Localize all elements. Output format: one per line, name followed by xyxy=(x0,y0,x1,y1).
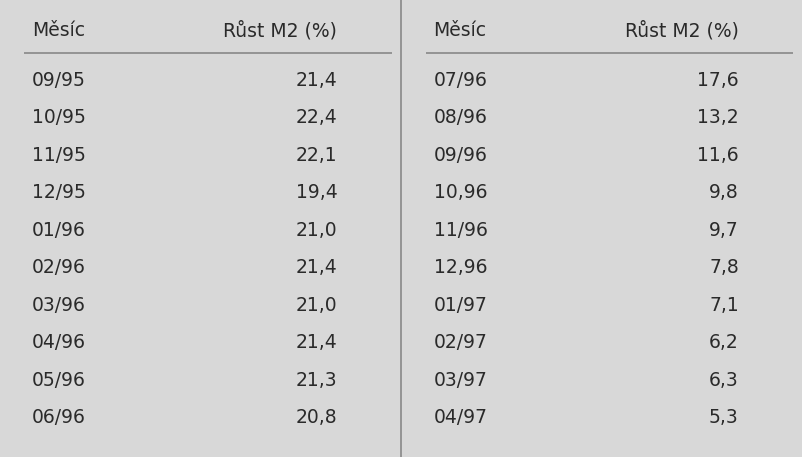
Text: 09/96: 09/96 xyxy=(433,146,487,165)
Text: 01/97: 01/97 xyxy=(433,296,487,315)
Text: 19,4: 19,4 xyxy=(295,183,337,202)
Text: 9,8: 9,8 xyxy=(708,183,738,202)
Text: 01/96: 01/96 xyxy=(32,221,86,240)
Text: 11/95: 11/95 xyxy=(32,146,86,165)
Text: 08/96: 08/96 xyxy=(433,108,487,128)
Text: 6,3: 6,3 xyxy=(708,371,738,390)
Text: 6,2: 6,2 xyxy=(708,333,738,352)
Text: 5,3: 5,3 xyxy=(708,408,738,427)
Text: 12/95: 12/95 xyxy=(32,183,86,202)
Text: 21,0: 21,0 xyxy=(295,221,337,240)
Text: 05/96: 05/96 xyxy=(32,371,86,390)
Text: 7,8: 7,8 xyxy=(708,258,738,277)
Text: Růst M2 (%): Růst M2 (%) xyxy=(223,21,337,40)
Text: 06/96: 06/96 xyxy=(32,408,86,427)
Text: 09/95: 09/95 xyxy=(32,71,86,90)
Text: 03/96: 03/96 xyxy=(32,296,86,315)
Text: 21,4: 21,4 xyxy=(295,258,337,277)
Text: 04/97: 04/97 xyxy=(433,408,487,427)
Text: 22,1: 22,1 xyxy=(295,146,337,165)
Text: 7,1: 7,1 xyxy=(708,296,738,315)
Text: 10,96: 10,96 xyxy=(433,183,487,202)
Text: 13,2: 13,2 xyxy=(696,108,738,128)
Text: 10/95: 10/95 xyxy=(32,108,86,128)
Text: 20,8: 20,8 xyxy=(295,408,337,427)
Text: 22,4: 22,4 xyxy=(295,108,337,128)
Text: 9,7: 9,7 xyxy=(708,221,738,240)
Text: Měsíc: Měsíc xyxy=(433,21,486,40)
Text: 07/96: 07/96 xyxy=(433,71,487,90)
Text: 21,3: 21,3 xyxy=(295,371,337,390)
Text: 02/96: 02/96 xyxy=(32,258,86,277)
Text: 11,6: 11,6 xyxy=(696,146,738,165)
Text: 21,4: 21,4 xyxy=(295,71,337,90)
Text: 21,0: 21,0 xyxy=(295,296,337,315)
Text: 21,4: 21,4 xyxy=(295,333,337,352)
Text: 02/97: 02/97 xyxy=(433,333,487,352)
Text: Růst M2 (%): Růst M2 (%) xyxy=(624,21,738,40)
Text: 04/96: 04/96 xyxy=(32,333,86,352)
Text: Měsíc: Měsíc xyxy=(32,21,85,40)
Text: 11/96: 11/96 xyxy=(433,221,487,240)
Text: 17,6: 17,6 xyxy=(696,71,738,90)
Text: 12,96: 12,96 xyxy=(433,258,487,277)
Text: 03/97: 03/97 xyxy=(433,371,487,390)
